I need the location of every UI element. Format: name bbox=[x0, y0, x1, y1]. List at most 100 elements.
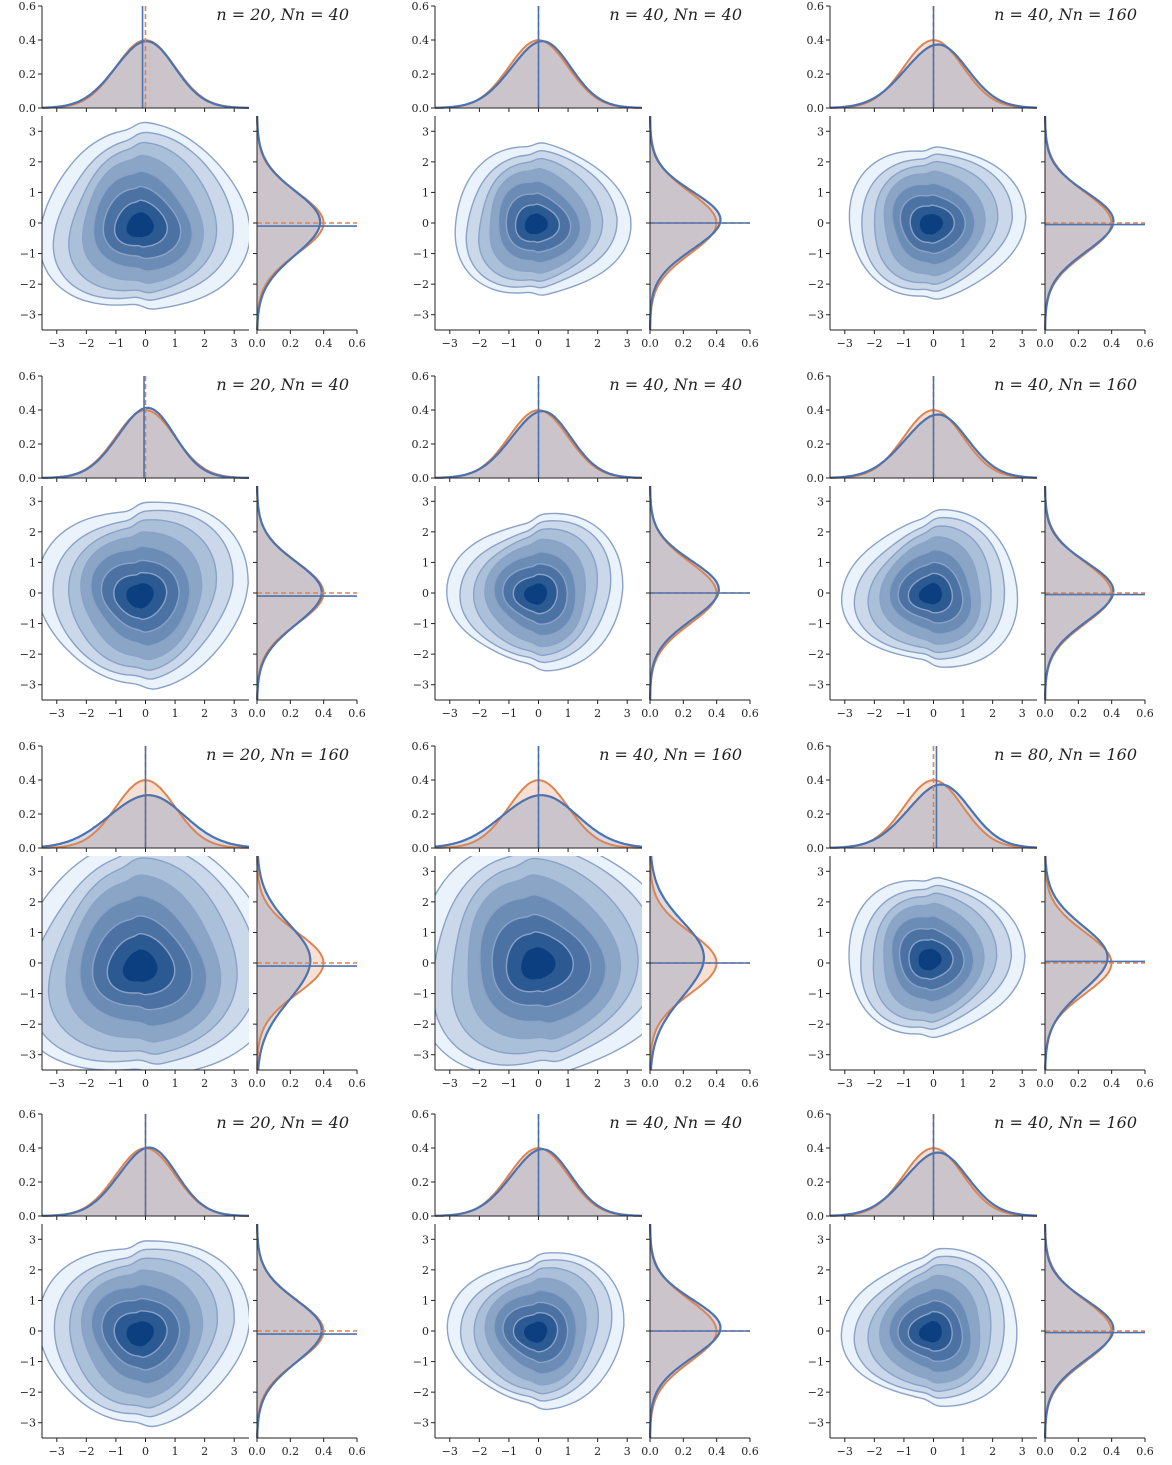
joint-x-tick-label: 3 bbox=[1019, 337, 1026, 350]
joint-x-tick-label: 3 bbox=[624, 1077, 631, 1090]
joint-x-tick-label: 1 bbox=[565, 1077, 572, 1090]
joint-y-tick-label: 1 bbox=[422, 926, 429, 939]
right-marginal-x-tick-label: 0.0 bbox=[1036, 707, 1054, 720]
right-marginal-line-estimated bbox=[1044, 855, 1109, 1071]
right-marginal-x-tick-label: 0.4 bbox=[708, 1445, 726, 1458]
joint-x-tick-label: 0 bbox=[142, 707, 149, 720]
top-marginal-y-tick-label: 0.4 bbox=[807, 404, 825, 417]
top-marginal-y-tick-label: 0.0 bbox=[412, 472, 430, 485]
joint-y-tick-label: −1 bbox=[413, 1356, 429, 1369]
right-marginal-x-tick-label: 0.2 bbox=[675, 707, 693, 720]
contour-level bbox=[126, 212, 154, 238]
joint-x-tick-label: 3 bbox=[1019, 1077, 1026, 1090]
joint-y-tick-label: 1 bbox=[817, 926, 824, 939]
right-marginal-x-tick-label: 0.0 bbox=[248, 707, 266, 720]
top-marginal-y-tick-label: 0.2 bbox=[412, 808, 430, 821]
joint-y-tick-label: −1 bbox=[808, 248, 824, 261]
joint-x-tick-label: −3 bbox=[49, 707, 65, 720]
joint-x-tick-label: −1 bbox=[108, 707, 124, 720]
joint-x-tick-label: −1 bbox=[896, 1445, 912, 1458]
joint-x-tick-label: −1 bbox=[108, 337, 124, 350]
joint-y-tick-label: −1 bbox=[20, 1356, 36, 1369]
top-marginal-y-tick-label: 0.2 bbox=[807, 808, 825, 821]
top-marginal-y-tick-label: 0.2 bbox=[412, 1176, 430, 1189]
right-marginal-x-tick-label: 0.4 bbox=[315, 1445, 333, 1458]
panel: 0.00.20.40.6 n = 20, Nn = 40−3−2−10123−3−… bbox=[19, 0, 366, 350]
right-marginal-x-tick-label: 0.2 bbox=[1070, 1445, 1088, 1458]
top-marginal-y-tick-label: 0.0 bbox=[19, 472, 37, 485]
top-marginal-y-tick-label: 0.0 bbox=[19, 1210, 37, 1223]
panel: 0.00.20.40.6 n = 40, Nn = 40−3−2−10123−3−… bbox=[412, 370, 759, 720]
right-marginal-x-tick-label: 0.6 bbox=[741, 707, 759, 720]
contour-level bbox=[918, 582, 942, 605]
right-marginal-x-tick-label: 0.6 bbox=[741, 337, 759, 350]
joint-y-tick-label: 1 bbox=[422, 1294, 429, 1307]
joint-x-tick-label: −3 bbox=[837, 707, 853, 720]
joint-x-tick-label: −3 bbox=[49, 337, 65, 350]
joint-y-tick-label: 3 bbox=[817, 495, 824, 508]
joint-density-contours bbox=[42, 1240, 249, 1428]
joint-x-tick-label: −2 bbox=[78, 1445, 94, 1458]
panel-title: n = 40, Nn = 40 bbox=[609, 1113, 742, 1132]
joint-x-tick-label: −1 bbox=[501, 1077, 517, 1090]
joint-density-contours bbox=[848, 146, 1027, 300]
joint-x-tick-label: 2 bbox=[989, 337, 996, 350]
joint-y-tick-label: −1 bbox=[20, 618, 36, 631]
panel: 0.00.20.40.6 n = 20, Nn = 40−3−2−10123−3−… bbox=[19, 370, 366, 720]
right-marginal-x-tick-label: 0.6 bbox=[1136, 337, 1154, 350]
right-marginal-x-tick-label: 0.6 bbox=[741, 1445, 759, 1458]
joint-density-contours bbox=[42, 856, 249, 1070]
right-marginal-x-tick-label: 0.0 bbox=[248, 1445, 266, 1458]
joint-y-tick-label: 0 bbox=[422, 217, 429, 230]
top-marginal-y-tick-label: 0.0 bbox=[412, 102, 430, 115]
joint-y-tick-label: 0 bbox=[422, 957, 429, 970]
joint-x-tick-label: −1 bbox=[108, 1445, 124, 1458]
joint-x-tick-label: 2 bbox=[989, 707, 996, 720]
top-marginal-y-tick-label: 0.6 bbox=[19, 0, 37, 13]
top-marginal-y-tick-label: 0.0 bbox=[412, 1210, 430, 1223]
joint-y-tick-label: 2 bbox=[29, 156, 36, 169]
joint-y-tick-label: −3 bbox=[808, 1417, 824, 1430]
joint-x-tick-label: 1 bbox=[960, 1445, 967, 1458]
joint-density-contours bbox=[840, 508, 1019, 668]
top-marginal-y-tick-label: 0.0 bbox=[807, 102, 825, 115]
joint-x-tick-label: −1 bbox=[108, 1077, 124, 1090]
joint-x-tick-label: 2 bbox=[594, 1445, 601, 1458]
joint-x-tick-label: 0 bbox=[930, 1077, 937, 1090]
joint-x-tick-label: 1 bbox=[565, 337, 572, 350]
top-marginal-y-tick-label: 0.0 bbox=[412, 842, 430, 855]
panel: 0.0 0.2 0.4 0.6 n = 40, Nn = 160 −3 −2 −1 0 1 2 3 −3… bbox=[807, 0, 1154, 350]
joint-x-tick-label: −3 bbox=[442, 1077, 458, 1090]
panel: 0.0 0.2 0.4 0.6 n = 40, Nn = 160 −3 −2 −1 0 1 2 3 −3… bbox=[807, 1108, 1154, 1458]
joint-x-tick-label: 3 bbox=[231, 337, 238, 350]
top-marginal-y-tick-label: 0.4 bbox=[807, 774, 825, 787]
joint-density-contours bbox=[454, 142, 632, 296]
right-marginal-x-tick-label: 0.6 bbox=[348, 337, 366, 350]
joint-x-tick-label: 1 bbox=[565, 707, 572, 720]
joint-x-tick-label: −2 bbox=[78, 707, 94, 720]
top-marginal-y-tick-label: 0.2 bbox=[807, 68, 825, 81]
contour-level bbox=[122, 949, 158, 982]
joint-y-tick-label: −3 bbox=[413, 1417, 429, 1430]
joint-y-tick-label: −2 bbox=[413, 278, 429, 291]
joint-x-tick-label: 0 bbox=[930, 1445, 937, 1458]
joint-y-tick-label: 3 bbox=[29, 865, 36, 878]
joint-y-tick-label: −1 bbox=[808, 1356, 824, 1369]
right-marginal-x-tick-label: 0.2 bbox=[675, 1445, 693, 1458]
joint-x-tick-label: 0 bbox=[930, 707, 937, 720]
joint-y-tick-label: 3 bbox=[817, 1233, 824, 1246]
joint-y-tick-label: −1 bbox=[20, 988, 36, 1001]
joint-y-tick-label: −3 bbox=[808, 309, 824, 322]
joint-y-tick-label: 1 bbox=[817, 556, 824, 569]
panel-title: n = 40, Nn = 160 bbox=[994, 1113, 1137, 1132]
joint-x-tick-label: −2 bbox=[866, 337, 882, 350]
joint-y-tick-label: 3 bbox=[29, 495, 36, 508]
top-marginal-y-tick-label: 0.6 bbox=[412, 740, 430, 753]
right-marginal-x-tick-label: 0.6 bbox=[741, 1077, 759, 1090]
top-marginal-y-tick-label: 0.6 bbox=[412, 0, 430, 13]
joint-x-tick-label: 3 bbox=[624, 1445, 631, 1458]
joint-y-tick-label: 0 bbox=[817, 957, 824, 970]
joint-x-tick-label: −3 bbox=[837, 1077, 853, 1090]
top-marginal-y-tick-label: 0.4 bbox=[412, 1142, 430, 1155]
contour-level bbox=[524, 213, 549, 235]
